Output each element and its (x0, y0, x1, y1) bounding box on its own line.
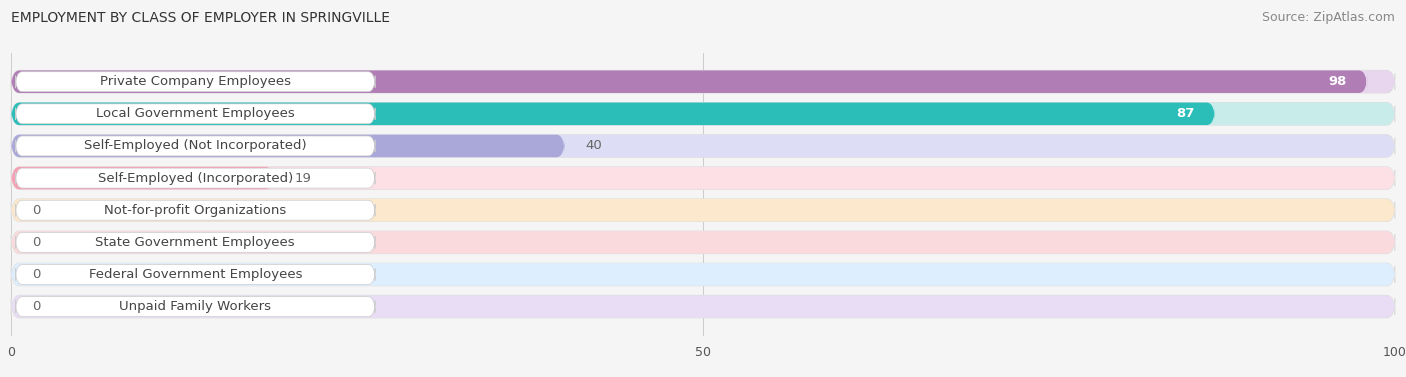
FancyBboxPatch shape (11, 231, 1395, 254)
Text: Source: ZipAtlas.com: Source: ZipAtlas.com (1261, 11, 1395, 24)
Text: Self-Employed (Incorporated): Self-Employed (Incorporated) (97, 172, 292, 185)
FancyBboxPatch shape (15, 136, 375, 156)
Text: EMPLOYMENT BY CLASS OF EMPLOYER IN SPRINGVILLE: EMPLOYMENT BY CLASS OF EMPLOYER IN SPRIN… (11, 11, 391, 25)
Text: Not-for-profit Organizations: Not-for-profit Organizations (104, 204, 287, 217)
Text: Unpaid Family Workers: Unpaid Family Workers (120, 300, 271, 313)
FancyBboxPatch shape (11, 135, 1395, 157)
FancyBboxPatch shape (11, 70, 1395, 93)
Text: 0: 0 (32, 300, 41, 313)
Text: Federal Government Employees: Federal Government Employees (89, 268, 302, 281)
FancyBboxPatch shape (11, 70, 1367, 93)
FancyBboxPatch shape (11, 295, 1395, 318)
Text: 0: 0 (32, 204, 41, 217)
FancyBboxPatch shape (11, 103, 1395, 125)
FancyBboxPatch shape (11, 263, 1395, 286)
Text: 40: 40 (585, 139, 602, 152)
FancyBboxPatch shape (11, 199, 1395, 221)
FancyBboxPatch shape (15, 232, 375, 252)
Text: 87: 87 (1175, 107, 1194, 120)
FancyBboxPatch shape (15, 168, 375, 188)
FancyBboxPatch shape (11, 295, 1395, 318)
FancyBboxPatch shape (11, 263, 1395, 286)
Text: Local Government Employees: Local Government Employees (96, 107, 295, 120)
FancyBboxPatch shape (15, 265, 375, 284)
Text: 0: 0 (32, 268, 41, 281)
FancyBboxPatch shape (11, 135, 1395, 157)
FancyBboxPatch shape (15, 72, 375, 92)
FancyBboxPatch shape (11, 135, 565, 157)
FancyBboxPatch shape (11, 103, 1395, 125)
Text: 0: 0 (32, 236, 41, 249)
Text: 98: 98 (1327, 75, 1347, 88)
FancyBboxPatch shape (15, 200, 375, 220)
FancyBboxPatch shape (11, 231, 1395, 254)
Text: Self-Employed (Not Incorporated): Self-Employed (Not Incorporated) (84, 139, 307, 152)
FancyBboxPatch shape (11, 167, 1395, 189)
Text: Private Company Employees: Private Company Employees (100, 75, 291, 88)
Text: 19: 19 (295, 172, 312, 185)
FancyBboxPatch shape (11, 70, 1395, 93)
FancyBboxPatch shape (11, 199, 1395, 221)
Text: State Government Employees: State Government Employees (96, 236, 295, 249)
FancyBboxPatch shape (15, 297, 375, 317)
FancyBboxPatch shape (11, 167, 1395, 189)
FancyBboxPatch shape (11, 167, 274, 189)
FancyBboxPatch shape (11, 103, 1215, 125)
FancyBboxPatch shape (15, 104, 375, 124)
